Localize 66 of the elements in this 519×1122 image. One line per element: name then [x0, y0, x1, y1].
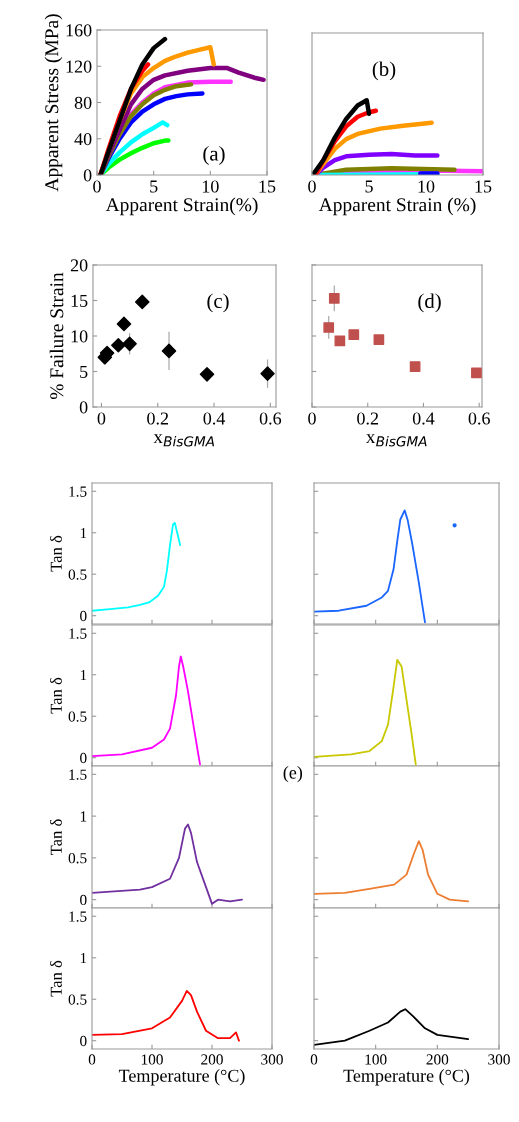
y-tick-label: 0.5 [68, 994, 87, 1005]
y-tick-label: 1.5 [69, 628, 87, 639]
y-tick-label: 1 [80, 669, 87, 681]
y-axis-title: Apparent Stress (MPa) [44, 14, 63, 192]
y-axis-title: Tan δ [50, 960, 62, 997]
x-tick-label: 0 [308, 412, 316, 425]
x-tick-label: 0 [93, 180, 101, 193]
x-tick-label: 300 [261, 1054, 283, 1065]
x-tick-label: 0.4 [412, 412, 435, 425]
x-tick-label: 0.2 [147, 412, 169, 425]
y-axis-title: Tan δ [50, 535, 62, 572]
y-tick-label: 0.5 [68, 569, 87, 580]
y-tick-label: 1 [80, 952, 87, 964]
y-tick-label: 120 [66, 60, 92, 73]
x-tick-label: 300 [488, 1054, 510, 1065]
y-tick-label: 0.5 [68, 853, 87, 864]
x-axis-title: Apparent Strain(%) [105, 197, 258, 216]
x-tick-label: 15 [475, 180, 492, 193]
y-tick-label: 0 [80, 1035, 87, 1047]
text: (b) [372, 61, 396, 81]
x-tick-label: 0 [310, 1054, 318, 1065]
x-tick-label: 15 [259, 180, 276, 193]
annotation: (d) [418, 293, 441, 313]
y-tick-label: 1 [80, 527, 87, 539]
annotation: (a) [203, 146, 225, 165]
x-axis-title: Temperature (°C) [343, 1069, 470, 1086]
y-tick-label: 5 [80, 365, 88, 378]
x-axis-title: Temperature (°C) [118, 1069, 245, 1086]
y-axis-title: % Failure Strain [49, 272, 64, 400]
y-tick-label: 0 [79, 401, 88, 414]
y-tick-label: 1.5 [69, 769, 87, 780]
x-tick-label: 200 [201, 1054, 223, 1065]
y-tick-label: 0 [83, 169, 92, 182]
x-tick-label: 5 [150, 180, 158, 193]
y-axis-title: Tan δ [50, 819, 62, 856]
y-tick-label: 1 [80, 811, 87, 822]
x-tick-label: 0.4 [203, 412, 226, 425]
x-tick-label: 0.2 [357, 412, 379, 425]
x-axis-title: x$_{BisGMA}$ [153, 434, 215, 447]
x-tick-label: 0 [97, 412, 106, 425]
y-tick-label: 0 [80, 752, 87, 764]
text: (e) [283, 766, 303, 783]
x-tick-label: 5 [365, 180, 373, 193]
y-tick-label: 1.5 [69, 486, 87, 497]
x-tick-label: 10 [202, 180, 219, 193]
x-tick-label: 0.6 [468, 412, 490, 425]
annotation: (c) [207, 293, 229, 313]
x-axis-title: x$_{BisGMA}$ [365, 434, 427, 447]
y-tick-label: 160 [66, 24, 92, 37]
x-tick-label: 10 [418, 180, 435, 193]
x-tick-label: 100 [365, 1054, 387, 1065]
x-tick-label: 0 [308, 180, 316, 193]
y-tick-label: 40 [74, 133, 92, 146]
y-axis-title: Tan δ [50, 677, 62, 714]
y-tick-label: 0 [80, 610, 87, 622]
y-tick-label: 0.5 [68, 711, 87, 722]
y-tick-label: 80 [74, 96, 92, 109]
x-axis-title: Apparent Strain (%) [318, 197, 476, 216]
y-tick-label: 0 [80, 894, 87, 906]
y-tick-label: 10 [71, 330, 88, 343]
x-tick-label: 0.6 [259, 412, 282, 425]
y-tick-label: 1.5 [69, 911, 87, 922]
x-tick-label: 200 [426, 1054, 449, 1065]
y-tick-label: 15 [71, 294, 88, 307]
y-tick-label: 20 [70, 259, 88, 272]
x-tick-label: 100 [141, 1054, 163, 1065]
